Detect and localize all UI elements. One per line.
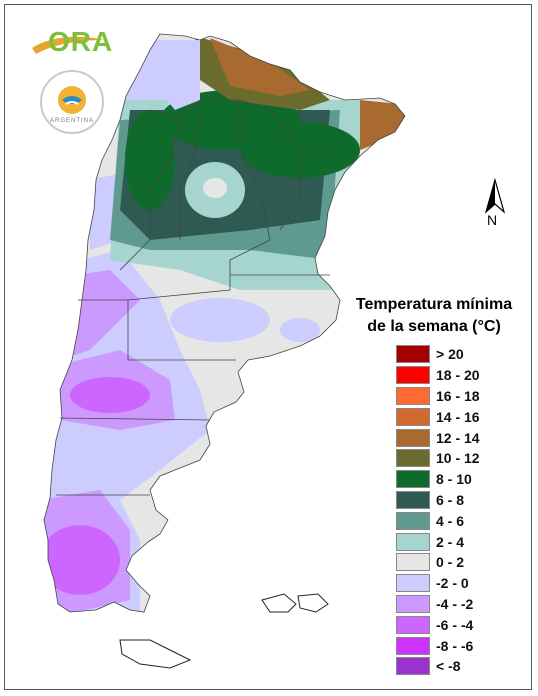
north-arrow-icon — [484, 177, 506, 214]
legend-item: > 20 — [396, 344, 524, 365]
legend-item: < -8 — [396, 656, 524, 677]
legend-label: > 20 — [436, 346, 464, 363]
legend-swatch — [396, 470, 430, 489]
legend-item: -6 - -4 — [396, 614, 524, 635]
legend-swatch — [396, 345, 430, 364]
legend-label: -8 - -6 — [436, 637, 474, 654]
legend-title-line-1: Temperatura mínima — [355, 296, 513, 313]
legend-item: -4 - -2 — [396, 594, 524, 615]
legend-item: 10 - 12 — [396, 448, 524, 469]
legend-title-line-2: de la semana (°C) — [367, 318, 501, 335]
legend-label: -4 - -2 — [436, 595, 474, 612]
legend-swatch — [396, 532, 430, 551]
legend-item: -2 - 0 — [396, 573, 524, 594]
legend-item: 0 - 2 — [396, 552, 524, 573]
legend-item: 12 - 14 — [396, 427, 524, 448]
legend-label: 8 - 10 — [436, 471, 472, 488]
legend-swatch — [396, 657, 430, 676]
legend: Temperatura mínima de la semana (°C) > 2… — [344, 294, 524, 677]
legend-swatch — [396, 407, 430, 426]
legend-swatch — [396, 511, 430, 530]
legend-label: 18 - 20 — [436, 367, 480, 384]
legend-label: 4 - 6 — [436, 512, 465, 529]
legend-label: 12 - 14 — [436, 429, 480, 446]
legend-item: 16 - 18 — [396, 386, 524, 407]
legend-label: 6 - 8 — [436, 491, 465, 508]
legend-swatch — [396, 553, 430, 572]
legend-label: 0 - 2 — [436, 554, 465, 571]
smn-seal-logo: ARGENTINA — [40, 70, 104, 134]
legend-item: 18 - 20 — [396, 365, 524, 386]
ora-logo-swoosh — [32, 36, 104, 54]
legend-label: 14 - 16 — [436, 408, 480, 425]
legend-swatch — [396, 615, 430, 634]
legend-item: 14 - 16 — [396, 406, 524, 427]
legend-label: 2 - 4 — [436, 533, 465, 550]
legend-item: 6 - 8 — [396, 490, 524, 511]
seal-text: ARGENTINA — [49, 118, 94, 124]
legend-swatch — [396, 449, 430, 468]
legend-swatch — [396, 366, 430, 385]
legend-swatch — [396, 428, 430, 447]
legend-label: 16 - 18 — [436, 387, 480, 404]
legend-item: 8 - 10 — [396, 469, 524, 490]
legend-swatch — [396, 636, 430, 655]
legend-label: -2 - 0 — [436, 575, 469, 592]
legend-label: 10 - 12 — [436, 450, 480, 467]
legend-swatch — [396, 594, 430, 613]
north-label: N — [487, 212, 498, 228]
legend-swatch — [396, 490, 430, 509]
legend-item: 2 - 4 — [396, 531, 524, 552]
legend-label: -6 - -4 — [436, 616, 474, 633]
legend-list: > 20 18 - 20 16 - 18 14 - 16 12 - 14 10 - 12 8… — [396, 344, 524, 677]
ora-logo-text: ORA — [48, 26, 114, 57]
legend-swatch — [396, 574, 430, 593]
legend-item: -8 - -6 — [396, 635, 524, 656]
seal-emblem-icon — [58, 86, 86, 114]
legend-label: < -8 — [436, 658, 461, 675]
legend-swatch — [396, 386, 430, 405]
legend-item: 4 - 6 — [396, 510, 524, 531]
